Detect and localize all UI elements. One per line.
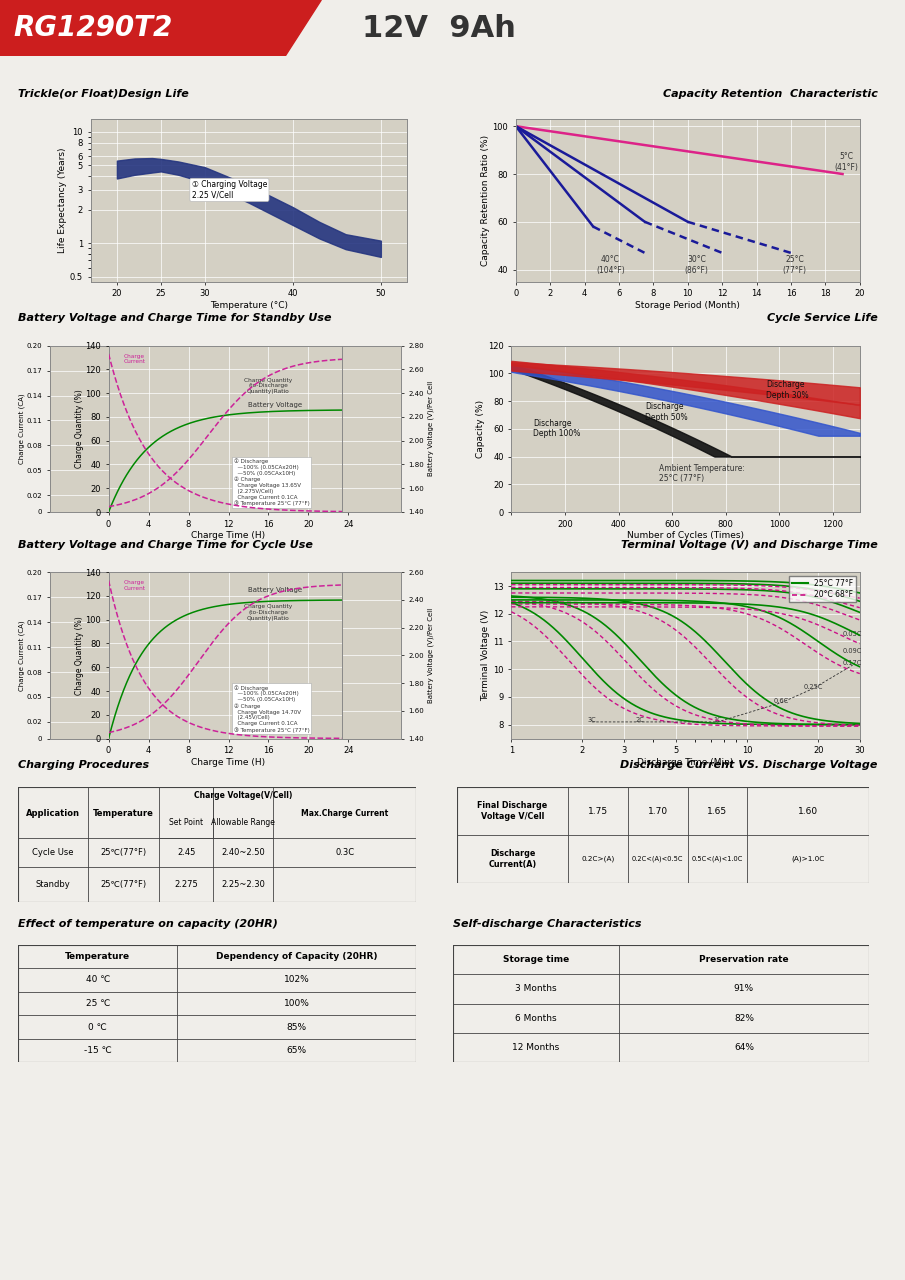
Text: Discharge
Current(A): Discharge Current(A) xyxy=(489,850,537,869)
Text: Preservation rate: Preservation rate xyxy=(699,955,789,964)
Y-axis label: Battery Voltage (V)/Per Cell: Battery Voltage (V)/Per Cell xyxy=(427,381,433,476)
Text: Charge Quantity
(to-Discharge
Quantity)Ratio: Charge Quantity (to-Discharge Quantity)R… xyxy=(244,378,292,394)
Text: Battery Voltage: Battery Voltage xyxy=(249,588,302,593)
Text: Application: Application xyxy=(26,809,80,818)
Text: Dependency of Capacity (20HR): Dependency of Capacity (20HR) xyxy=(216,952,377,961)
Polygon shape xyxy=(0,0,321,56)
Text: 25°C
(77°F): 25°C (77°F) xyxy=(783,255,806,275)
Y-axis label: Battery Voltage (V)/Per Cell: Battery Voltage (V)/Per Cell xyxy=(427,608,433,703)
Text: 40 ℃: 40 ℃ xyxy=(86,975,110,984)
Text: Charge Voltage(V/Cell): Charge Voltage(V/Cell) xyxy=(194,791,292,800)
Text: 0.5C<(A)<1.0C: 0.5C<(A)<1.0C xyxy=(691,856,743,863)
Text: Self-discharge Characteristics: Self-discharge Characteristics xyxy=(452,919,641,928)
Text: 2.40~2.50: 2.40~2.50 xyxy=(221,847,265,856)
Text: 25℃(77°F): 25℃(77°F) xyxy=(100,881,147,890)
Y-axis label: Capacity Retention Ratio (%): Capacity Retention Ratio (%) xyxy=(481,134,490,266)
Text: 0.6C: 0.6C xyxy=(774,698,789,704)
X-axis label: Charge Time (H): Charge Time (H) xyxy=(192,531,265,540)
Text: 0.05C: 0.05C xyxy=(843,631,862,637)
Text: ① Discharge
  —100% (0.05CAx20H)
  —50% (0.05CAx10H)
② Charge
  Charge Voltage 1: ① Discharge —100% (0.05CAx20H) —50% (0.0… xyxy=(233,685,310,732)
Text: Cycle Use: Cycle Use xyxy=(33,847,73,856)
Text: Trickle(or Float)Design Life: Trickle(or Float)Design Life xyxy=(18,90,189,99)
Text: Temperature: Temperature xyxy=(65,952,130,961)
Text: Cycle Service Life: Cycle Service Life xyxy=(767,314,878,323)
Text: 1.70: 1.70 xyxy=(647,806,668,815)
Text: 0.2C>(A): 0.2C>(A) xyxy=(581,856,614,863)
Text: 30°C
(86°F): 30°C (86°F) xyxy=(684,255,709,275)
Text: Charge
Current: Charge Current xyxy=(124,353,146,365)
Text: Discharge
Depth 100%: Discharge Depth 100% xyxy=(533,419,580,439)
Text: 91%: 91% xyxy=(734,984,754,993)
Y-axis label: Charge Current (CA): Charge Current (CA) xyxy=(18,620,25,691)
Text: Discharge
Depth 50%: Discharge Depth 50% xyxy=(645,402,688,422)
Text: Set Point: Set Point xyxy=(169,818,204,827)
Text: Standby: Standby xyxy=(35,881,71,890)
Y-axis label: Charge Current (CA): Charge Current (CA) xyxy=(18,393,25,465)
Text: Terminal Voltage (V) and Discharge Time: Terminal Voltage (V) and Discharge Time xyxy=(621,540,878,549)
Text: Charge Quantity
(to-Discharge
Quantity)Ratio: Charge Quantity (to-Discharge Quantity)R… xyxy=(244,604,292,621)
Text: 85%: 85% xyxy=(287,1023,307,1032)
Text: 64%: 64% xyxy=(734,1043,754,1052)
Text: Charging Procedures: Charging Procedures xyxy=(18,760,149,771)
Text: (A)>1.0C: (A)>1.0C xyxy=(791,856,824,863)
Text: 1.75: 1.75 xyxy=(587,806,608,815)
Text: Effect of temperature on capacity (20HR): Effect of temperature on capacity (20HR) xyxy=(18,919,278,928)
Text: ① Charging Voltage
2.25 V/Cell: ① Charging Voltage 2.25 V/Cell xyxy=(192,180,267,200)
Text: 25 ℃: 25 ℃ xyxy=(86,998,110,1009)
Text: Max.Charge Current: Max.Charge Current xyxy=(301,809,388,818)
Text: 1.65: 1.65 xyxy=(707,806,728,815)
Text: 2.25~2.30: 2.25~2.30 xyxy=(221,881,265,890)
Text: Battery Voltage and Charge Time for Cycle Use: Battery Voltage and Charge Time for Cycl… xyxy=(18,540,313,549)
Legend: 25°C 77°F, 20°C 68°F: 25°C 77°F, 20°C 68°F xyxy=(789,576,856,603)
Text: 0.3C: 0.3C xyxy=(335,847,354,856)
Text: 0.2C<(A)<0.5C: 0.2C<(A)<0.5C xyxy=(632,856,683,863)
Text: ① Discharge
  —100% (0.05CAx20H)
  —50% (0.05CAx10H)
② Charge
  Charge Voltage 1: ① Discharge —100% (0.05CAx20H) —50% (0.0… xyxy=(233,458,310,506)
Text: Storage time: Storage time xyxy=(502,955,569,964)
Y-axis label: Capacity (%): Capacity (%) xyxy=(476,399,485,458)
X-axis label: Number of Cycles (Times): Number of Cycles (Times) xyxy=(627,531,744,540)
Text: 1C: 1C xyxy=(713,717,722,723)
Text: 2.275: 2.275 xyxy=(175,881,198,890)
Text: Discharge Current VS. Discharge Voltage: Discharge Current VS. Discharge Voltage xyxy=(621,760,878,771)
Text: Capacity Retention  Characteristic: Capacity Retention Characteristic xyxy=(663,90,878,99)
Text: 2.45: 2.45 xyxy=(177,847,195,856)
Text: Charge
Current: Charge Current xyxy=(124,580,146,591)
Text: 1.60: 1.60 xyxy=(798,806,818,815)
Text: Discharge
Depth 30%: Discharge Depth 30% xyxy=(766,380,808,399)
Text: Battery Voltage and Charge Time for Standby Use: Battery Voltage and Charge Time for Stan… xyxy=(18,314,331,323)
X-axis label: Temperature (°C): Temperature (°C) xyxy=(210,301,288,310)
Text: 3C: 3C xyxy=(587,717,596,723)
Y-axis label: Charge Quantity (%): Charge Quantity (%) xyxy=(75,389,84,468)
Text: 3 Months: 3 Months xyxy=(515,984,557,993)
Text: 2C: 2C xyxy=(635,717,644,723)
Text: -15 ℃: -15 ℃ xyxy=(84,1046,111,1055)
Y-axis label: Terminal Voltage (V): Terminal Voltage (V) xyxy=(481,609,491,701)
Text: 102%: 102% xyxy=(284,975,310,984)
Text: Ambient Temperature:
25°C (77°F): Ambient Temperature: 25°C (77°F) xyxy=(659,465,745,484)
Text: Final Discharge
Voltage V/Cell: Final Discharge Voltage V/Cell xyxy=(478,801,548,820)
X-axis label: Charge Time (H): Charge Time (H) xyxy=(192,758,265,767)
Y-axis label: Life Expectancy (Years): Life Expectancy (Years) xyxy=(58,147,67,253)
Text: 25℃(77°F): 25℃(77°F) xyxy=(100,847,147,856)
Text: 12 Months: 12 Months xyxy=(512,1043,559,1052)
Text: 0.17C: 0.17C xyxy=(843,660,862,666)
Text: 12V  9Ah: 12V 9Ah xyxy=(362,14,516,42)
Text: 6 Months: 6 Months xyxy=(515,1014,557,1023)
Text: 0.09C: 0.09C xyxy=(843,648,862,654)
Text: 40°C
(104°F): 40°C (104°F) xyxy=(596,255,624,275)
Text: 0 ℃: 0 ℃ xyxy=(89,1023,107,1032)
Text: Temperature: Temperature xyxy=(93,809,154,818)
Text: 5°C
(41°F): 5°C (41°F) xyxy=(834,152,858,172)
Text: Battery Voltage: Battery Voltage xyxy=(249,402,302,408)
X-axis label: Storage Period (Month): Storage Period (Month) xyxy=(635,301,740,310)
Text: 82%: 82% xyxy=(734,1014,754,1023)
Text: 100%: 100% xyxy=(284,998,310,1009)
X-axis label: Discharge Time (Min): Discharge Time (Min) xyxy=(637,758,734,767)
Text: Allowable Range: Allowable Range xyxy=(211,818,275,827)
Y-axis label: Charge Quantity (%): Charge Quantity (%) xyxy=(75,616,84,695)
Text: 0.25C: 0.25C xyxy=(804,684,823,690)
Text: 65%: 65% xyxy=(287,1046,307,1055)
Text: RG1290T2: RG1290T2 xyxy=(14,14,173,42)
